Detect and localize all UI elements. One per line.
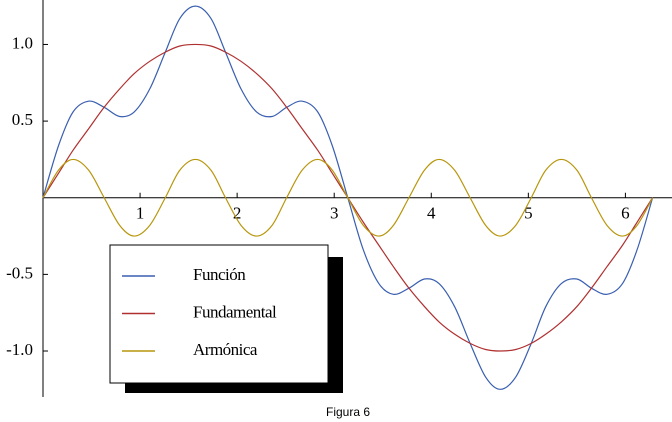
y-tick-label: -0.5 [6, 263, 33, 282]
y-tick-label: 1.0 [12, 33, 33, 52]
legend-entries: Función Fundamental Armónica [122, 265, 278, 359]
legend-label: Fundamental [193, 302, 277, 321]
y-tick-label: -1.0 [6, 340, 33, 359]
x-tick-label: 2 [233, 204, 242, 223]
y-tick-label: 0.5 [12, 110, 33, 129]
chart-title: Figura 6 [326, 405, 370, 419]
x-tick-label: 4 [427, 204, 436, 223]
x-tick-label: 5 [524, 204, 533, 223]
x-tick-label: 3 [330, 204, 339, 223]
legend-label: Función [193, 265, 246, 284]
x-tick-label: 1 [136, 204, 145, 223]
line-series [42, 158, 654, 237]
legend-label: Armónica [193, 340, 258, 359]
plot-area: 1 2 3 4 5 6 -1.0 -0.5 0.5 1.0 [6, 0, 672, 397]
x-tick-label: 6 [621, 204, 630, 223]
